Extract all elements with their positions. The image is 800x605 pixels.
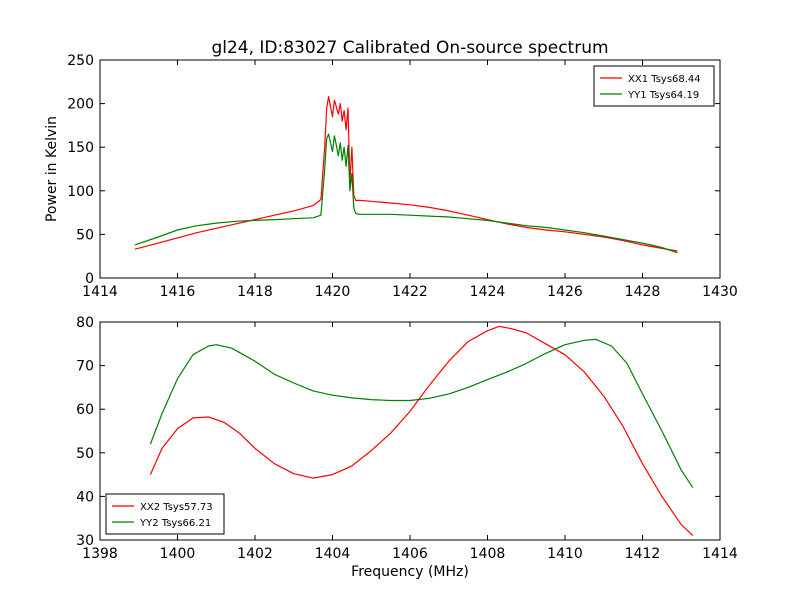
x-tick-label: 1416: [160, 284, 196, 300]
series-line-2-2: [149, 338, 694, 489]
legend-label: YY1 Tsys64.19: [627, 90, 699, 101]
x-tick-label: 1408: [470, 546, 506, 562]
y-axis-label: Power in Kelvin: [44, 116, 60, 222]
y-tick-label: 60: [76, 402, 94, 418]
y-tick-label: 50: [76, 446, 94, 462]
y-tick-label: 0: [85, 271, 94, 287]
x-axis-label: Frequency (MHz): [351, 564, 469, 580]
y-tick-label: 150: [67, 140, 94, 156]
x-tick-label: 1428: [625, 284, 661, 300]
figure-title: gl24, ID:83027 Calibrated On-source spec…: [211, 38, 608, 58]
x-tick-label: 1426: [547, 284, 583, 300]
y-tick-label: 30: [76, 533, 94, 549]
x-tick-label: 1404: [315, 546, 351, 562]
top-plot-panel: 1414 1416 1418 1420 1422 1424 1426 1428 1430 0 50 1…: [67, 53, 738, 300]
x-tick-label: 1414: [82, 284, 118, 300]
legend: XX2 Tsys57.73 YY2 Tsys66.21: [105, 493, 225, 535]
x-tick-label: 1422: [392, 284, 428, 300]
series-line-2-1: [149, 325, 694, 537]
series-line-1-2: [134, 133, 678, 254]
bottom-plot-panel: 1398 1400 1402 1404 1406 1408 1410 1412 1414 30 40…: [76, 315, 738, 562]
y-tick-label: 200: [67, 97, 94, 113]
legend: XX1 Tsys68.44 YY1 Tsys64.19: [593, 65, 715, 107]
legend-box: [105, 493, 225, 535]
y-tick-label: 250: [67, 53, 94, 69]
y-tick-label: 80: [76, 315, 94, 331]
legend-label: XX2 Tsys57.73: [140, 502, 213, 513]
x-tick-label: 1420: [315, 284, 351, 300]
x-tick-label: 1414: [702, 546, 738, 562]
x-tick-label: 1406: [392, 546, 428, 562]
legend-box: [593, 65, 715, 107]
y-tick-label: 70: [76, 359, 94, 375]
x-tick-label: 1400: [160, 546, 196, 562]
x-tick-label: 1412: [625, 546, 661, 562]
x-tick-label: 1430: [702, 284, 738, 300]
x-tick-label: 1398: [82, 546, 118, 562]
x-tick-label: 1410: [547, 546, 583, 562]
x-tick-label: 1402: [237, 546, 273, 562]
legend-label: XX1 Tsys68.44: [628, 74, 701, 85]
y-tick-label: 100: [67, 184, 94, 200]
x-tick-label: 1424: [470, 284, 506, 300]
legend-label: YY2 Tsys66.21: [139, 518, 211, 529]
series-line-1-1: [134, 95, 678, 252]
x-tick-label: 1418: [237, 284, 273, 300]
y-tick-label: 50: [76, 227, 94, 243]
y-tick-label: 40: [76, 489, 94, 505]
